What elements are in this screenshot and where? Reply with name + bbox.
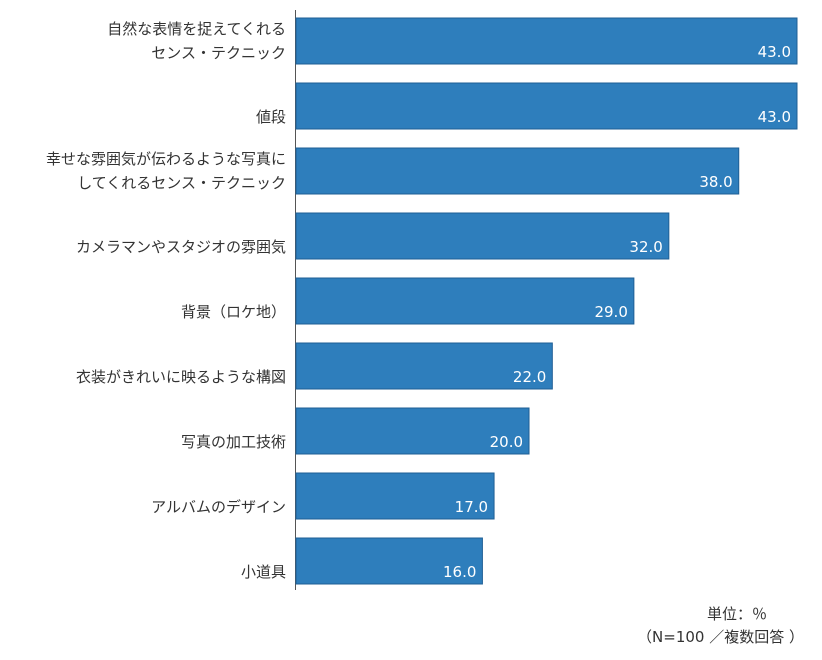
value-label-5: 22.0 [513, 368, 546, 386]
category-label-0: 自然な表情を捉えてくれるセンス・テクニック [107, 20, 286, 62]
value-labels-group: 43.0 43.0 38.0 32.0 29.0 22.0 20.0 17.0 16.0 [443, 43, 791, 581]
category-label-2: 幸せな雰囲気が伝わるような写真にしてくれるセンス・テクニック [46, 150, 286, 192]
bar-4 [295, 277, 635, 325]
category-labels-group: 自然な表情を捉えてくれるセンス・テクニック値段幸せな雰囲気が伝わるような写真にし… [46, 20, 286, 581]
bar-8 [295, 537, 483, 585]
bar-chart: 自然な表情を捉えてくれるセンス・テクニック値段幸せな雰囲気が伝わるような写真にし… [46, 10, 798, 590]
value-label-6: 20.0 [490, 433, 523, 451]
bar-5 [295, 342, 553, 390]
value-label-0: 43.0 [758, 43, 791, 61]
bar-1 [295, 82, 798, 130]
bar-6 [295, 407, 530, 455]
sample-note: （N=100 ／複数回答 ） [637, 628, 804, 646]
bar-3 [295, 212, 670, 260]
category-label-7: アルバムのデザイン [151, 498, 286, 516]
category-label-3: カメラマンやスタジオの雰囲気 [76, 238, 286, 256]
value-label-3: 32.0 [629, 238, 662, 256]
category-label-8: 小道具 [241, 563, 286, 581]
category-label-5: 衣装がきれいに映るような構図 [76, 368, 286, 386]
category-label-6: 写真の加工技術 [181, 433, 286, 451]
bar-0 [295, 17, 798, 65]
category-label-1: 値段 [256, 108, 286, 126]
bar-2 [295, 147, 740, 195]
unit-note: 単位：％ [706, 605, 767, 623]
value-label-1: 43.0 [758, 108, 791, 126]
value-label-4: 29.0 [594, 303, 627, 321]
category-label-4: 背景（ロケ地） [181, 303, 286, 321]
value-label-8: 16.0 [443, 563, 476, 581]
value-label-7: 17.0 [455, 498, 488, 516]
value-label-2: 38.0 [699, 173, 732, 191]
bar-7 [295, 472, 495, 520]
bars-group [295, 17, 798, 585]
